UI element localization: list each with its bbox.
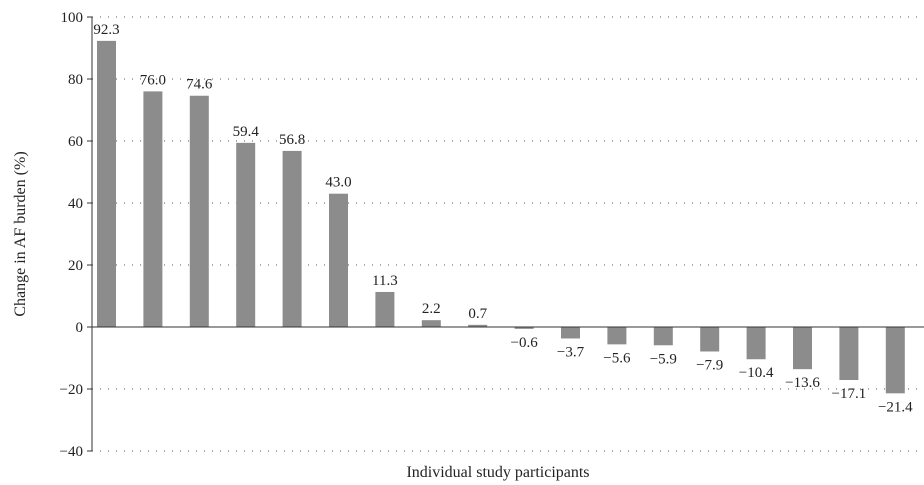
bar [375, 291, 395, 327]
bar [653, 327, 673, 346]
bar-value-label: −7.9 [696, 357, 723, 373]
y-tick-label: 60 [68, 134, 83, 150]
bar [329, 193, 348, 327]
bar-value-label: 59.4 [233, 124, 260, 140]
y-tick-label: 100 [61, 10, 84, 26]
bar [607, 327, 627, 345]
bar-value-label: −5.6 [603, 350, 631, 366]
bar [839, 327, 859, 381]
y-tick-label: 0 [76, 320, 84, 336]
bar-value-label: 43.0 [325, 175, 351, 191]
bar-value-label: −5.9 [650, 351, 677, 367]
bar [189, 95, 209, 328]
bar-value-label: −17.1 [832, 386, 867, 402]
bar-value-label: −13.6 [785, 375, 820, 391]
bars [97, 40, 905, 394]
bar [514, 327, 534, 329]
bar [700, 327, 720, 352]
bar-value-label: 0.7 [468, 306, 487, 322]
y-axis-title: Change in AF burden (%) [12, 151, 29, 316]
bar [421, 320, 441, 327]
y-tick-label: 80 [68, 72, 83, 88]
bar [468, 324, 488, 327]
bar-value-label: 56.8 [279, 132, 305, 148]
bar-value-labels: 92.3 76.0 74.6 59.4 56.8 43.0 11.3 2.2 0.7 −0.6 −3… [93, 22, 913, 415]
y-tick-label: 40 [68, 196, 83, 212]
bar [143, 91, 163, 328]
bar-value-label: 76.0 [140, 72, 166, 88]
bar-value-label: −21.4 [878, 399, 913, 415]
bar [97, 40, 116, 328]
bar-value-label: 11.3 [372, 273, 398, 289]
bar [885, 327, 905, 394]
bar-value-label: −0.6 [510, 335, 538, 351]
bar-value-label: −10.4 [739, 365, 774, 381]
bar-value-label: −3.7 [557, 344, 585, 360]
bar [561, 327, 580, 339]
bar [236, 142, 256, 327]
bar [793, 327, 812, 370]
y-tick-label: 20 [68, 258, 83, 274]
y-tick-label: −40 [60, 444, 83, 460]
y-tick-label: −20 [60, 382, 83, 398]
y-axis-ticks: 100 80 60 40 20 0 −20 −40 [60, 10, 92, 460]
bar [746, 327, 766, 360]
bar-value-label: 74.6 [186, 77, 213, 93]
bar [282, 150, 302, 327]
x-axis-title: Individual study participants [406, 464, 589, 481]
bar-value-label: 2.2 [422, 301, 441, 317]
gridlines [92, 16, 924, 452]
bar-value-label: 92.3 [93, 22, 119, 38]
